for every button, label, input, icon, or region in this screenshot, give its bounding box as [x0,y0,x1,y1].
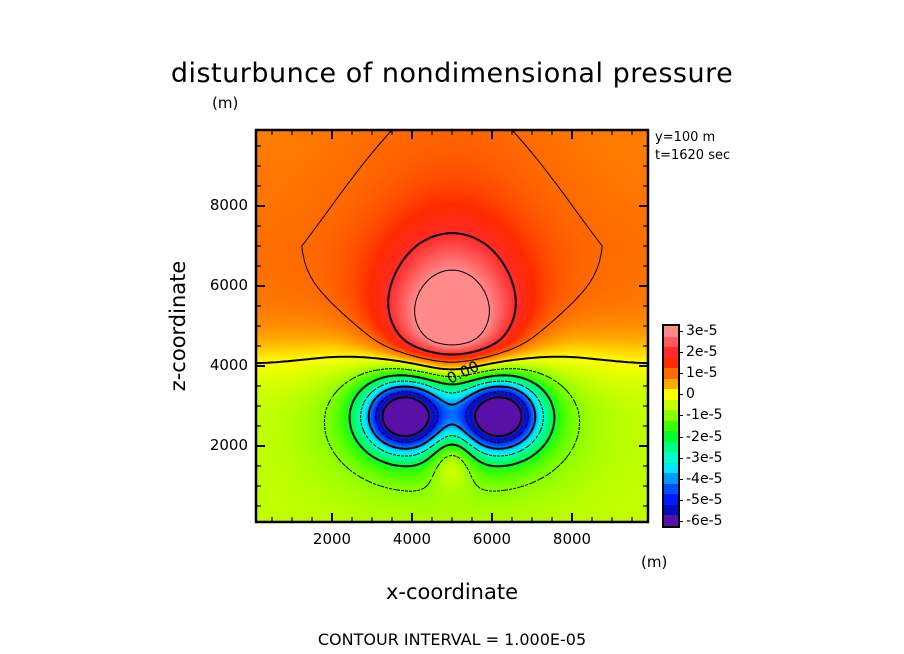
colorbar-tick-label: -2e-5 [686,428,723,445]
colorbar-band [664,368,678,380]
colorbar-band [664,483,678,495]
colorbar-band [664,515,678,527]
contour-line [348,374,556,468]
colorbar-tick [680,394,683,396]
y-tick-label: 2000 [209,436,248,454]
colorbar-band [664,441,678,453]
colorbar-tick [680,352,683,354]
colorbar-tick [680,331,683,333]
colorbar-band [664,494,678,506]
colorbar-band [664,336,678,348]
colorbar-band [664,378,678,390]
x-tick-label: 4000 [392,530,432,548]
chart-title: disturbunce of nondimensional pressure [0,58,904,89]
colorbar-band [664,462,678,474]
colorbar-band [664,420,678,432]
annotation-y-position: y=100 m [655,130,716,145]
contour-line [367,385,537,450]
colorbar-tick-label: 3e-5 [686,323,718,340]
plot-frame [254,128,650,524]
x-tick-label: 6000 [472,530,512,548]
x-axis-unit: (m) [641,553,668,571]
y-tick-label: 4000 [209,356,248,374]
contour-lines: 0.00 [255,129,649,492]
colorbar-tick [680,478,683,480]
colorbar-tick [680,415,683,417]
colorbar-tick-label: -3e-5 [686,449,723,466]
colorbar-tick-label: -4e-5 [686,470,723,487]
colorbar-band [664,357,678,369]
colorbar-tick-label: 1e-5 [686,365,718,382]
pressure-field-shading [256,130,648,522]
x-tick-label: 2000 [312,530,352,548]
colorbar-band [664,410,678,422]
annotation-time: t=1620 sec [655,148,731,163]
colorbar-tick [680,457,683,459]
colorbar-tick [680,520,683,522]
colorbar-band [664,399,678,411]
plot-area: 0.00 [254,128,650,524]
colorbar-band [664,347,678,359]
colorbar-tick [680,436,683,438]
colorbar-tick-label: 2e-5 [686,344,718,361]
contour-line [414,269,490,346]
colorbar [662,324,680,528]
colorbar-tick [680,373,683,375]
y-tick-label: 8000 [209,196,248,214]
contour-interval-footer: CONTOUR INTERVAL = 1.000E-05 [317,630,587,649]
contour-line [387,232,517,356]
contour-line [301,129,603,363]
colorbar-tick-label: 0 [686,386,695,403]
contour-line [360,380,544,457]
y-axis-label: z-coordinate [166,260,190,392]
colorbar-tick-label: -5e-5 [686,491,723,508]
colorbar-band [664,452,678,464]
colorbar-tick [680,499,683,501]
plot-axes [254,128,650,524]
colorbar-band [664,504,678,516]
chart-title-text: disturbunce of nondimensional pressure [170,58,734,89]
colorbar-tick-label: -1e-5 [686,407,723,424]
x-axis-label: x-coordinate [385,580,519,604]
colorbar-band [664,326,678,338]
contour-line [323,368,581,492]
colorbar-tick-label: -6e-5 [686,512,723,529]
colorbar-band [664,431,678,443]
y-axis-unit: (m) [212,94,239,112]
contour-line [255,355,649,371]
contour-line [375,391,529,443]
contour-line [381,396,523,438]
y-tick-label: 6000 [209,276,248,294]
colorbar-band [664,473,678,485]
x-tick-label: 8000 [552,530,592,548]
colorbar-band [664,389,678,401]
